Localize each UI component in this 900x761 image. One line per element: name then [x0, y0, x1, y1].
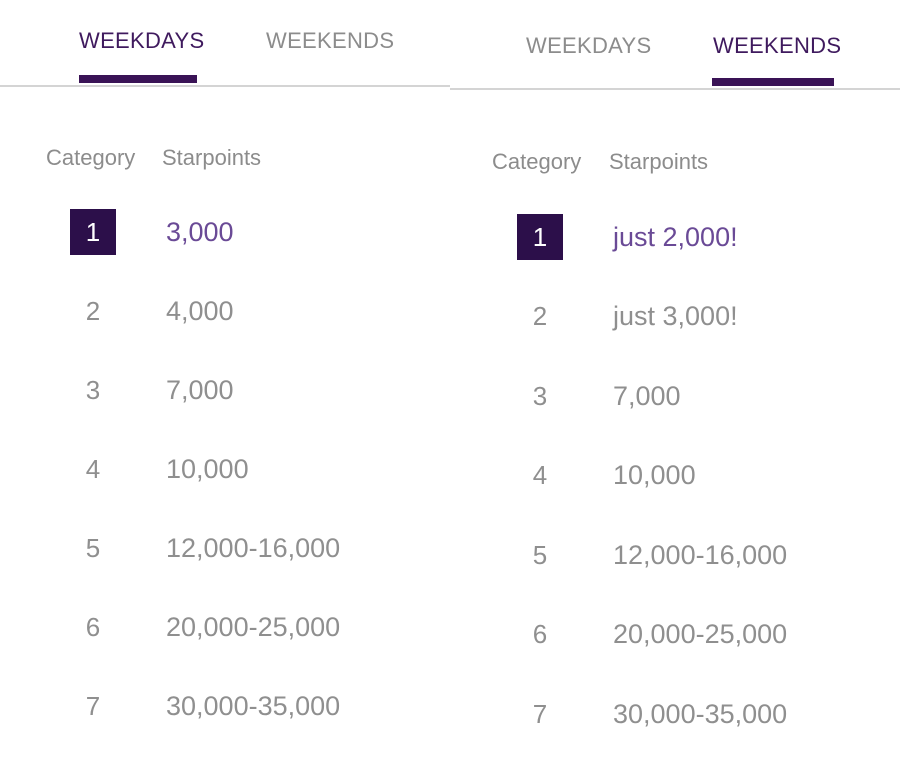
starpoints-value: just 3,000! — [613, 301, 738, 331]
category-badge: 1 — [70, 209, 116, 255]
weekends-panel: WEEKDAYS WEEKENDS Category Starpoints 1 … — [450, 0, 900, 761]
category-header: Category — [46, 145, 136, 170]
tab-weekends[interactable]: WEEKENDS — [713, 33, 842, 58]
starpoints-value: 10,000 — [613, 460, 696, 490]
category-number: 6 — [532, 619, 548, 649]
category-number: 5 — [532, 540, 548, 570]
table-row: 6 20,000-25,000 — [0, 604, 450, 650]
starpoints-header: Starpoints — [609, 149, 709, 174]
starpoints-value: 7,000 — [613, 381, 681, 411]
tab-bar: WEEKDAYS WEEKENDS — [450, 0, 900, 90]
table-row: 5 12,000-16,000 — [450, 532, 900, 578]
tab-bar: WEEKDAYS WEEKENDS — [0, 0, 450, 90]
starpoints-value: 12,000-16,000 — [613, 540, 788, 570]
starpoints-value: 30,000-35,000 — [166, 691, 341, 721]
table-row: 5 12,000-16,000 — [0, 525, 450, 571]
category-number: 4 — [532, 460, 548, 490]
category-number: 2 — [532, 301, 548, 331]
table-row: 7 30,000-35,000 — [450, 691, 900, 737]
table-row: 6 20,000-25,000 — [450, 611, 900, 657]
tab-weekdays[interactable]: WEEKDAYS — [526, 33, 652, 58]
category-number: 6 — [85, 612, 101, 642]
starpoints-value: 4,000 — [166, 296, 234, 326]
table-row: 4 10,000 — [0, 446, 450, 492]
tab-weekends[interactable]: WEEKENDS — [266, 28, 395, 53]
starpoints-value: 12,000-16,000 — [166, 533, 341, 563]
table-row: 1 3,000 — [0, 209, 450, 255]
category-number: 3 — [532, 381, 548, 411]
active-tab-indicator — [712, 78, 834, 86]
table-row: 1 just 2,000! — [450, 214, 900, 260]
table-row: 7 30,000-35,000 — [0, 683, 450, 729]
table-row: 2 4,000 — [0, 288, 450, 334]
starpoints-value: 7,000 — [166, 375, 234, 405]
table-row: 2 just 3,000! — [450, 293, 900, 339]
starpoints-value: 3,000 — [166, 217, 234, 247]
table-row: 4 10,000 — [450, 452, 900, 498]
starpoints-header: Starpoints — [162, 145, 262, 170]
category-number: 7 — [532, 699, 548, 729]
category-number: 2 — [85, 296, 101, 326]
category-number: 3 — [85, 375, 101, 405]
starpoints-value: just 2,000! — [613, 222, 738, 252]
active-tab-indicator — [79, 75, 197, 83]
starpoints-value: 20,000-25,000 — [166, 612, 341, 642]
tab-weekdays[interactable]: WEEKDAYS — [79, 28, 205, 53]
tab-divider — [0, 85, 450, 87]
starpoints-value: 10,000 — [166, 454, 249, 484]
table-row: 3 7,000 — [0, 367, 450, 413]
weekdays-panel: WEEKDAYS WEEKENDS Category Starpoints 1 … — [0, 0, 450, 729]
category-number: 5 — [85, 533, 101, 563]
category-header: Category — [492, 149, 582, 174]
table-row: 3 7,000 — [450, 373, 900, 419]
category-number: 7 — [85, 691, 101, 721]
starpoints-value: 20,000-25,000 — [613, 619, 788, 649]
tab-divider — [450, 88, 900, 90]
starpoints-value: 30,000-35,000 — [613, 699, 788, 729]
category-number: 4 — [85, 454, 101, 484]
category-badge: 1 — [517, 214, 563, 260]
